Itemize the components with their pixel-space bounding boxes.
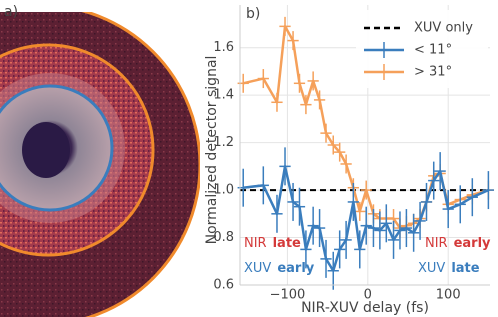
- annotation: XUV late: [418, 261, 480, 276]
- blue-circle: [0, 84, 114, 212]
- legend-label: XUV only: [414, 21, 473, 36]
- center-blob: [22, 122, 70, 178]
- annotation: NIR early: [425, 236, 491, 251]
- x-tick-label: 100: [436, 288, 461, 303]
- annotation-part: late: [273, 236, 301, 251]
- annotation: NIR late: [244, 236, 301, 251]
- orange-circle: [0, 43, 155, 257]
- y-tick-label: 0.8: [213, 230, 234, 245]
- y-axis-label: Normalized detector signal: [204, 56, 220, 245]
- series-line: [243, 165, 489, 273]
- y-tick-label: 0.6: [213, 278, 234, 293]
- annotation-part: early: [277, 261, 314, 276]
- panel-label: b): [246, 6, 260, 22]
- annotation-part: late: [451, 261, 479, 276]
- annotation-part: XUV: [244, 261, 271, 276]
- y-tick-label: 1.4: [213, 88, 234, 103]
- annotation-part: XUV: [418, 261, 445, 276]
- series: [237, 147, 495, 290]
- panel-label: a): [4, 4, 18, 20]
- detector-image: [0, 12, 200, 317]
- annotation: XUV early: [244, 261, 315, 276]
- legend: XUV only < 11° > 31°: [356, 10, 488, 88]
- x-axis-label: NIR-XUV delay (fs): [301, 300, 429, 316]
- annotation-part: NIR: [244, 236, 267, 251]
- y-tick-label: 1.2: [213, 135, 234, 150]
- legend-label: < 11°: [414, 43, 452, 58]
- y-tick-label: 1.0: [213, 183, 234, 198]
- annotation-part: early: [454, 236, 491, 251]
- x-tick-label: −100: [270, 288, 306, 303]
- y-tick-label: 1.6: [213, 40, 234, 55]
- x-tick-label: 0: [364, 288, 372, 303]
- legend-label: > 31°: [414, 65, 452, 80]
- annotation-part: NIR: [425, 236, 448, 251]
